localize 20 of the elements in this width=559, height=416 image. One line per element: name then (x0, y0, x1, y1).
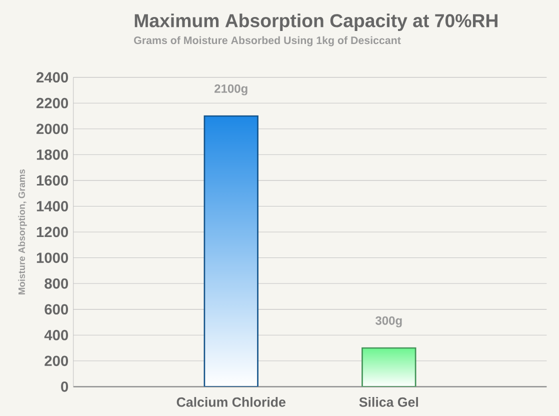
y-tick-label: 800 (44, 278, 68, 289)
y-tick-label: 400 (44, 330, 68, 340)
y-tick-label: 1600 (36, 175, 68, 186)
y-tick-label: 1400 (36, 201, 68, 212)
data-label: 2100g (214, 84, 248, 96)
chart-subtitle: Grams of Moisture Absorbed Using 1kg of Desiccant (134, 36, 401, 46)
y-axis-title: Moisture Absorption, Grams (18, 169, 27, 294)
y-tick-label: 600 (44, 304, 68, 315)
y-tick-label: 0 (61, 381, 68, 392)
data-label: 300g (375, 316, 402, 328)
chart-title: Maximum Absorption Capacity at 70%RH (134, 14, 498, 31)
x-tick-label: Silica Gel (359, 397, 418, 407)
y-tick-label: 2000 (36, 124, 68, 134)
y-tick-label: 1000 (36, 252, 68, 263)
y-tick-label: 2400 (36, 72, 68, 83)
y-tick-label: 200 (44, 356, 68, 366)
y-tick-label: 1800 (36, 149, 68, 160)
y-tick-label: 2200 (36, 98, 68, 108)
x-tick-label: Calcium Chloride (176, 397, 286, 407)
y-tick-label: 1200 (36, 226, 68, 238)
